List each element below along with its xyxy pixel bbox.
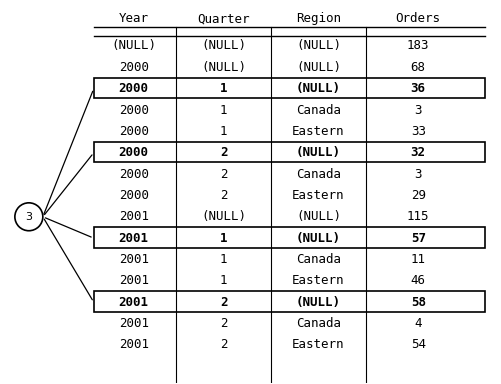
Text: 54: 54 — [410, 338, 425, 351]
Text: 2: 2 — [219, 167, 227, 180]
Text: 1: 1 — [219, 232, 227, 245]
Text: 2001: 2001 — [118, 296, 148, 309]
Text: 2001: 2001 — [118, 338, 148, 351]
Text: 58: 58 — [410, 296, 425, 309]
Text: Canada: Canada — [295, 253, 340, 266]
Text: 2000: 2000 — [118, 82, 148, 95]
Text: 1: 1 — [219, 253, 227, 266]
Text: (NULL): (NULL) — [200, 61, 245, 74]
Text: 57: 57 — [410, 232, 425, 245]
Text: 2: 2 — [219, 189, 227, 202]
Text: (NULL): (NULL) — [295, 40, 340, 53]
Text: Eastern: Eastern — [292, 274, 344, 287]
Text: 2000: 2000 — [118, 61, 148, 74]
Text: 3: 3 — [414, 167, 421, 180]
Text: 2000: 2000 — [118, 189, 148, 202]
Text: Canada: Canada — [295, 104, 340, 116]
Bar — [94, 227, 483, 248]
Text: 2: 2 — [219, 338, 227, 351]
Text: 29: 29 — [410, 189, 425, 202]
Bar — [94, 142, 483, 162]
Text: 1: 1 — [219, 82, 227, 95]
Text: 68: 68 — [410, 61, 425, 74]
Text: 2000: 2000 — [118, 167, 148, 180]
Text: Region: Region — [295, 12, 340, 25]
Text: Eastern: Eastern — [292, 125, 344, 138]
Text: (NULL): (NULL) — [295, 61, 340, 74]
Text: Quarter: Quarter — [197, 12, 249, 25]
Text: (NULL): (NULL) — [295, 82, 340, 95]
Text: Eastern: Eastern — [292, 338, 344, 351]
Text: 2001: 2001 — [118, 232, 148, 245]
Text: (NULL): (NULL) — [200, 210, 245, 223]
Text: 115: 115 — [406, 210, 429, 223]
Text: 32: 32 — [410, 146, 425, 159]
Text: 1: 1 — [219, 104, 227, 116]
Text: (NULL): (NULL) — [200, 40, 245, 53]
Text: (NULL): (NULL) — [295, 232, 340, 245]
Text: (NULL): (NULL) — [295, 296, 340, 309]
Text: 33: 33 — [410, 125, 425, 138]
Text: (NULL): (NULL) — [295, 210, 340, 223]
Text: 1: 1 — [219, 125, 227, 138]
Text: 36: 36 — [410, 82, 425, 95]
Text: 3: 3 — [25, 212, 32, 222]
Text: 183: 183 — [406, 40, 429, 53]
Text: 2001: 2001 — [118, 274, 148, 287]
Text: 2000: 2000 — [118, 146, 148, 159]
Text: 46: 46 — [410, 274, 425, 287]
Text: Year: Year — [118, 12, 148, 25]
Ellipse shape — [15, 203, 43, 231]
Text: (NULL): (NULL) — [295, 146, 340, 159]
Text: 2001: 2001 — [118, 253, 148, 266]
Text: 11: 11 — [410, 253, 425, 266]
Text: Canada: Canada — [295, 167, 340, 180]
Text: 2: 2 — [219, 296, 227, 309]
Text: 4: 4 — [414, 317, 421, 330]
Text: Orders: Orders — [395, 12, 440, 25]
Bar — [94, 78, 483, 98]
Text: 2001: 2001 — [118, 210, 148, 223]
Bar — [94, 291, 483, 312]
Text: 3: 3 — [414, 104, 421, 116]
Text: (NULL): (NULL) — [111, 40, 156, 53]
Text: 1: 1 — [219, 274, 227, 287]
Text: 2000: 2000 — [118, 125, 148, 138]
Text: 2001: 2001 — [118, 317, 148, 330]
Text: 2000: 2000 — [118, 104, 148, 116]
Text: 2: 2 — [219, 317, 227, 330]
Text: Eastern: Eastern — [292, 189, 344, 202]
Text: Canada: Canada — [295, 317, 340, 330]
Text: 2: 2 — [219, 146, 227, 159]
